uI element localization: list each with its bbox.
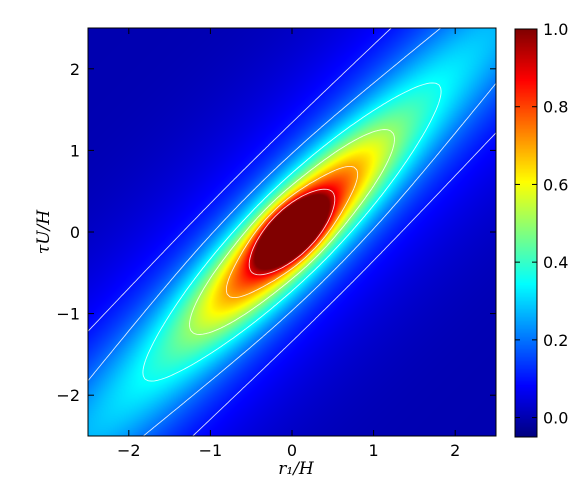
x-tick-label: −1 bbox=[199, 441, 223, 460]
y-axis-ticks: −2 −1 0 1 2 bbox=[56, 60, 496, 405]
colorbar-tick-label: 0.8 bbox=[543, 98, 568, 117]
y-tick-label: 0 bbox=[70, 223, 80, 242]
contour-level-1 bbox=[87, 27, 497, 437]
colorbar-ticks: 0.0 0.2 0.4 0.6 0.8 1.0 bbox=[515, 20, 568, 428]
contour-lines bbox=[87, 27, 497, 437]
colorbar-tick-label: 0.6 bbox=[543, 175, 568, 194]
colorbar-frame bbox=[514, 28, 538, 438]
contour-level-4 bbox=[225, 165, 359, 299]
contour-level-0 bbox=[87, 27, 497, 437]
contour-level-2 bbox=[142, 82, 442, 382]
y-axis-label: τU/H bbox=[34, 209, 54, 254]
colorbar-tick-label: 0.4 bbox=[543, 253, 568, 272]
y-tick-label: −1 bbox=[56, 305, 80, 324]
y-tick-label: −2 bbox=[56, 386, 80, 405]
y-tick-label: 2 bbox=[70, 60, 80, 79]
x-axis-label: r₁/H bbox=[278, 459, 315, 479]
plot-frame bbox=[87, 27, 497, 437]
x-tick-label: −2 bbox=[117, 441, 141, 460]
colorbar-gradient bbox=[515, 29, 537, 437]
heatmap-plot-area bbox=[88, 28, 496, 436]
contour-level-5 bbox=[248, 188, 336, 276]
x-tick-label: 0 bbox=[287, 441, 297, 460]
x-tick-label: 2 bbox=[450, 441, 460, 460]
x-tick-label: 1 bbox=[369, 441, 379, 460]
colorbar-tick-label: 1.0 bbox=[543, 20, 568, 39]
x-axis-ticks: −2 −1 0 1 2 bbox=[117, 28, 460, 460]
colorbar-tick-label: 0.2 bbox=[543, 331, 568, 350]
y-tick-label: 1 bbox=[70, 141, 80, 160]
contour-level-3 bbox=[189, 129, 395, 335]
colorbar-tick-label: 0.0 bbox=[543, 409, 568, 428]
